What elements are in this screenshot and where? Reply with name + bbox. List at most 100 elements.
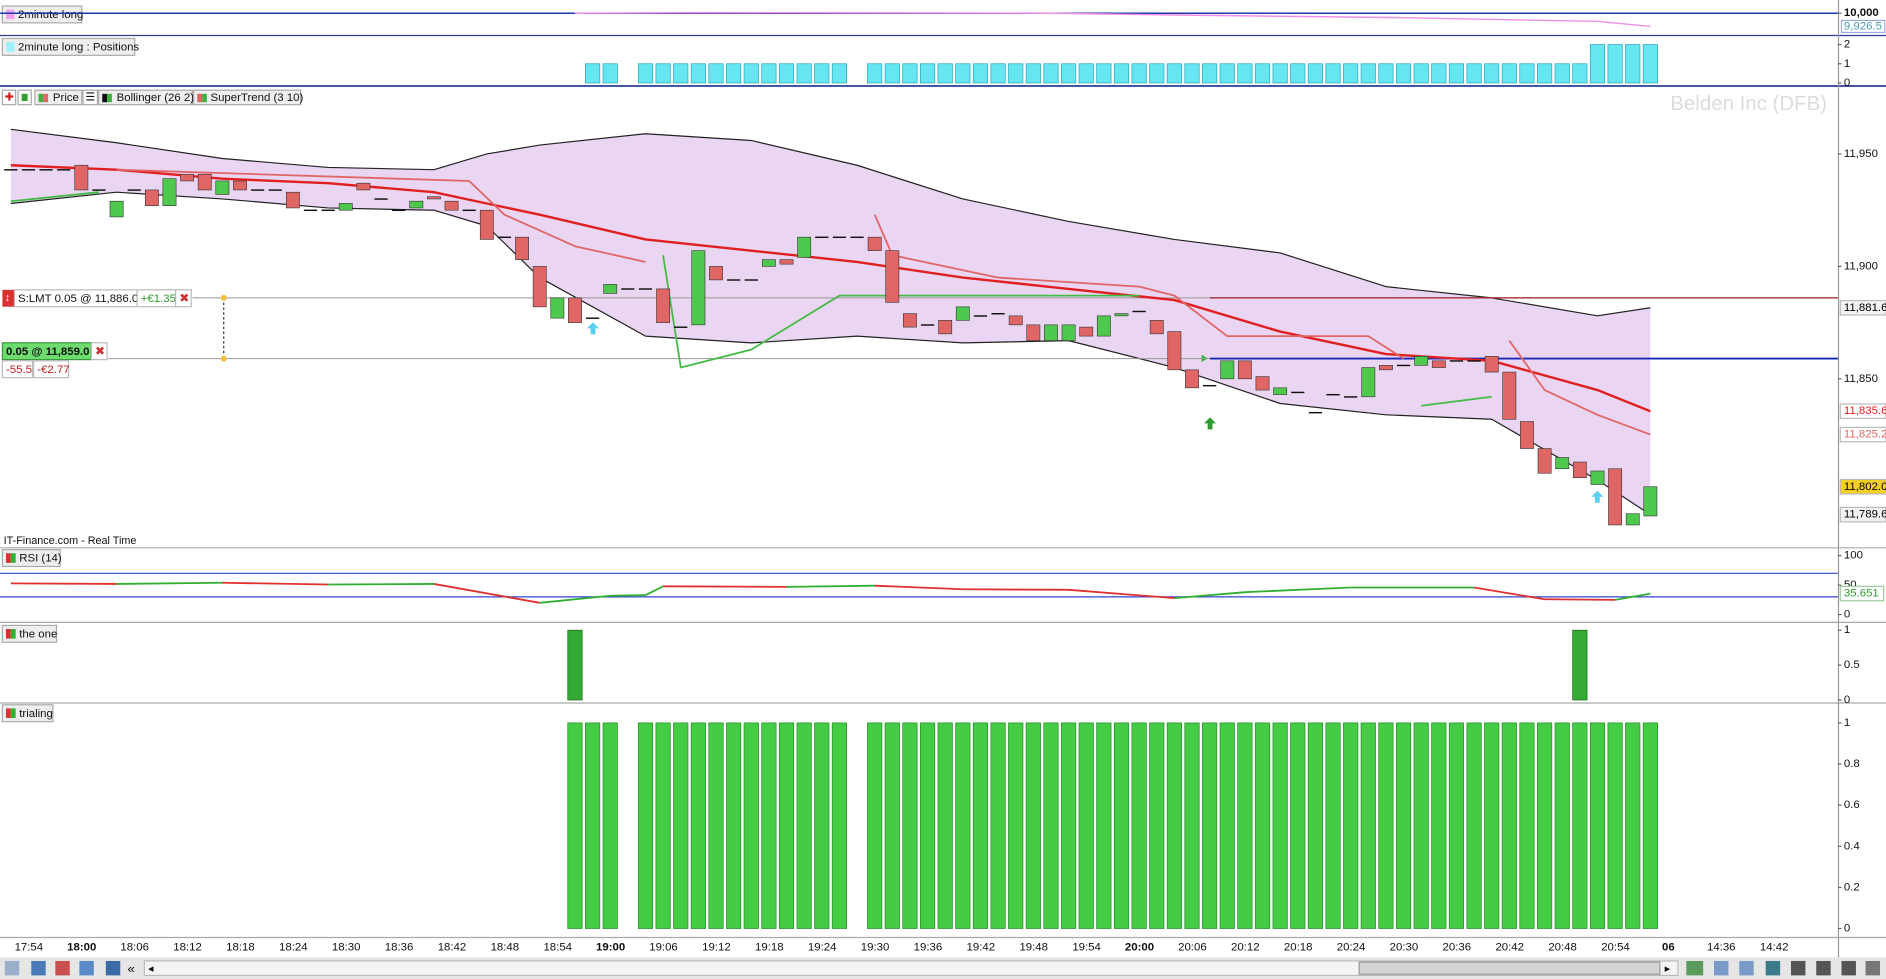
y-tick-label: 0.4 (1844, 840, 1861, 852)
x-tick-label: 19:12 (702, 942, 731, 954)
y-tick-label: 0 (1844, 609, 1850, 621)
position-widget[interactable]: 0.05 @ 11,859.0 ✖ -55.5 -€2.77 (1, 342, 108, 379)
tool-button[interactable] (4, 960, 20, 976)
candle (638, 288, 653, 290)
tool-button[interactable] (55, 960, 70, 976)
price-legend: ✚ Price ☰ Bollinger (26 2) SuperTrend (3… (1, 89, 303, 106)
list-button[interactable] (82, 89, 99, 106)
zoom-button[interactable] (1816, 960, 1831, 976)
candle (1625, 513, 1640, 526)
data-source: IT-Finance.com - Real Time (4, 535, 137, 547)
bar (1202, 63, 1218, 84)
x-tick-label: 18:30 (332, 942, 361, 954)
bar (990, 63, 1006, 84)
bar (1343, 722, 1359, 929)
bar (1113, 63, 1130, 84)
bar (1061, 722, 1077, 929)
positions-header[interactable]: 2minute long : Positions (1, 37, 139, 56)
candle (427, 196, 441, 200)
rsi-segment (663, 585, 787, 588)
header-icon (10, 708, 16, 719)
bar (637, 63, 654, 84)
x-tick-label: 20:48 (1548, 942, 1577, 954)
price-tag-box (1839, 403, 1886, 420)
back-layer (10, 129, 1651, 515)
zoom-button[interactable] (1790, 960, 1806, 976)
panel-title: 2minute long : Positions (18, 42, 139, 54)
bar (1025, 63, 1041, 84)
y-tick-label: 0.8 (1844, 758, 1860, 770)
tool-button[interactable] (1739, 960, 1754, 976)
bar (1537, 722, 1553, 929)
rsi-header[interactable]: RSI (14) (1, 549, 62, 568)
bar (1096, 63, 1112, 84)
tool-button[interactable] (31, 960, 46, 976)
candle (409, 200, 424, 209)
trialing-header[interactable]: trialing (1, 704, 54, 723)
rsi-segment (222, 581, 329, 586)
cancel-button[interactable] (175, 289, 192, 308)
scroll-right[interactable]: ▸ (1665, 963, 1671, 975)
supertrend-line (10, 191, 1492, 407)
panel-title: RSI (14) (19, 553, 62, 565)
y-tick-label: 11,900 (1844, 260, 1878, 272)
candle (144, 189, 159, 206)
the-one-header[interactable]: the one (1, 624, 57, 643)
equity-header[interactable]: 2minute long (1, 5, 83, 24)
legend-box[interactable] (98, 89, 194, 106)
candle (1555, 457, 1570, 470)
scrollbar[interactable] (143, 960, 1679, 976)
bar (708, 63, 724, 84)
y-tick-label: 10,000 (1844, 7, 1879, 19)
close-button[interactable] (90, 342, 108, 361)
candle (1484, 356, 1499, 373)
tool-button[interactable] (1686, 960, 1704, 976)
tool-button[interactable] (105, 960, 121, 976)
candle (4, 169, 18, 171)
rsi-tag-box (1839, 585, 1885, 602)
rsi-segment (433, 583, 540, 604)
position-pnl: -€2.77 (37, 364, 69, 376)
bar (1113, 722, 1130, 929)
scroll-start[interactable]: « (127, 961, 134, 976)
candle (991, 313, 1005, 315)
tool-button[interactable] (1865, 960, 1880, 976)
candle (39, 169, 53, 171)
rsi-segment (1068, 588, 1175, 599)
tool-button[interactable] (79, 960, 94, 976)
candle (1114, 313, 1129, 317)
bar (602, 722, 618, 929)
candle (74, 164, 89, 191)
bar (1219, 722, 1235, 929)
bar (585, 722, 601, 929)
zoom-button[interactable] (1841, 960, 1856, 976)
candle (1520, 421, 1534, 449)
x-tick-label: 20:42 (1495, 942, 1524, 954)
scroll-left[interactable]: ◂ (148, 963, 154, 975)
bar (1343, 63, 1359, 84)
order-handle (220, 355, 227, 362)
bar (1272, 722, 1288, 929)
candle (1344, 396, 1358, 398)
bar (1395, 722, 1412, 929)
tool-button[interactable] (1713, 960, 1729, 976)
y-tick-label: 11,850 (1844, 373, 1878, 385)
bar (902, 722, 918, 929)
scroll-thumb[interactable] (1358, 961, 1661, 975)
candle (1502, 371, 1517, 420)
tool-button[interactable] (1765, 960, 1781, 976)
bar (1078, 722, 1094, 929)
candle (1414, 356, 1429, 366)
order-widget[interactable]: ↕ S:LMT 0.05 @ 11,886.0 +€1.35 ✖ (2, 289, 192, 308)
candle (532, 266, 547, 308)
legend-icon (107, 93, 112, 103)
bar (1131, 63, 1147, 84)
bar (1025, 722, 1041, 929)
y-tick-label: 1 (1844, 717, 1850, 729)
y-tick-label: 0.6 (1844, 799, 1860, 811)
x-tick-label: 17:54 (15, 942, 44, 954)
legend-box[interactable] (193, 89, 302, 106)
candle (797, 236, 812, 258)
collapse-button[interactable] (1, 89, 17, 106)
bar (1061, 63, 1077, 84)
